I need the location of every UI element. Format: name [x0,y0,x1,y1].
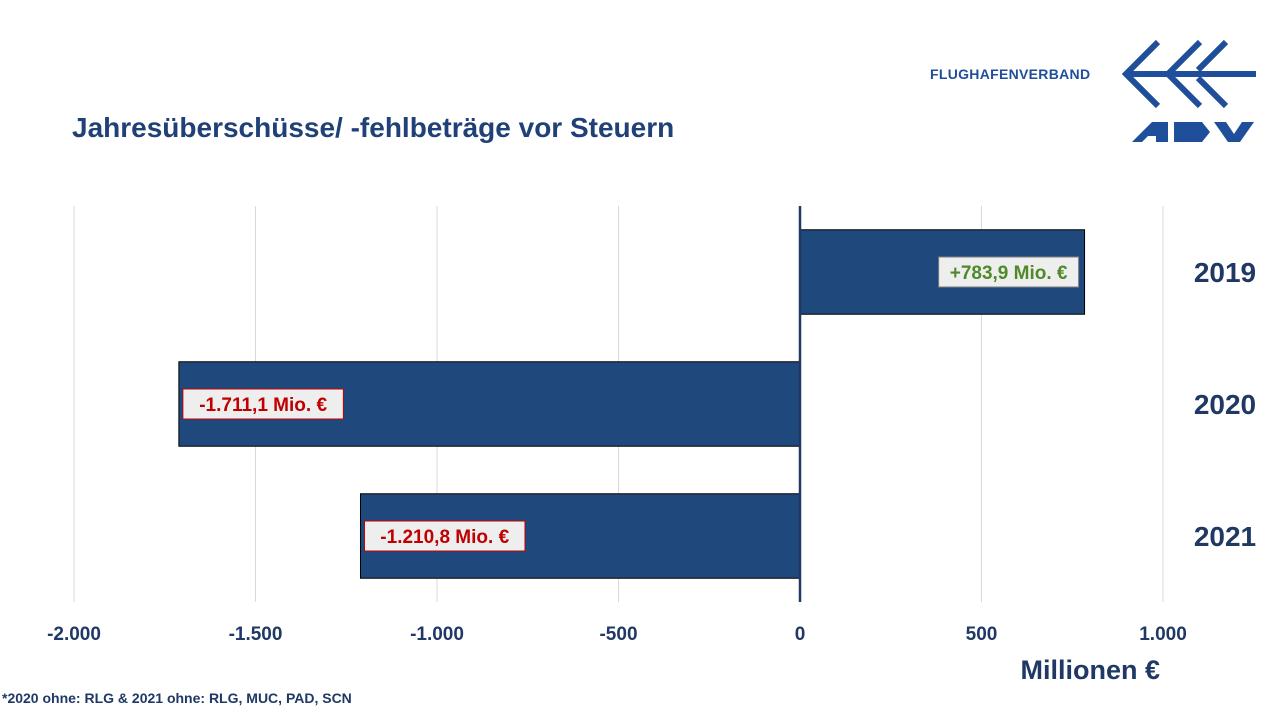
footnote: *2020 ohne: RLG & 2021 ohne: RLG, MUC, P… [2,690,352,706]
data-label-box [182,388,344,420]
x-tick-label: 500 [966,624,998,645]
category-label: 2019 [1194,257,1256,288]
brand-name: FLUGHAFENVERBAND [930,66,1091,82]
data-label-box [363,520,526,552]
adv-logo [1121,39,1256,142]
x-tick-label: -1.000 [410,624,464,645]
x-tick-label: -500 [599,624,637,645]
category-label: 2020 [1194,389,1256,420]
x-axis-title: Millionen € [1020,655,1160,685]
chart-title: Jahresüberschüsse/ -fehlbeträge vor Steu… [72,112,675,143]
category-label: 2021 [1194,521,1256,552]
data-label: -1.711,1 Mio. € [199,395,327,416]
x-tick-label: 0 [795,624,806,645]
data-label: -1.210,8 Mio. € [380,527,509,548]
data-label: +783,9 Mio. € [950,263,1068,284]
x-tick-label: -1.500 [229,624,283,645]
adv-logo-letters [1132,122,1254,142]
adv-airplane-chevron-icon [1121,39,1256,109]
data-label-box [938,256,1080,288]
x-tick-label: 1.000 [1139,624,1187,645]
x-tick-label: -2.000 [47,624,101,645]
